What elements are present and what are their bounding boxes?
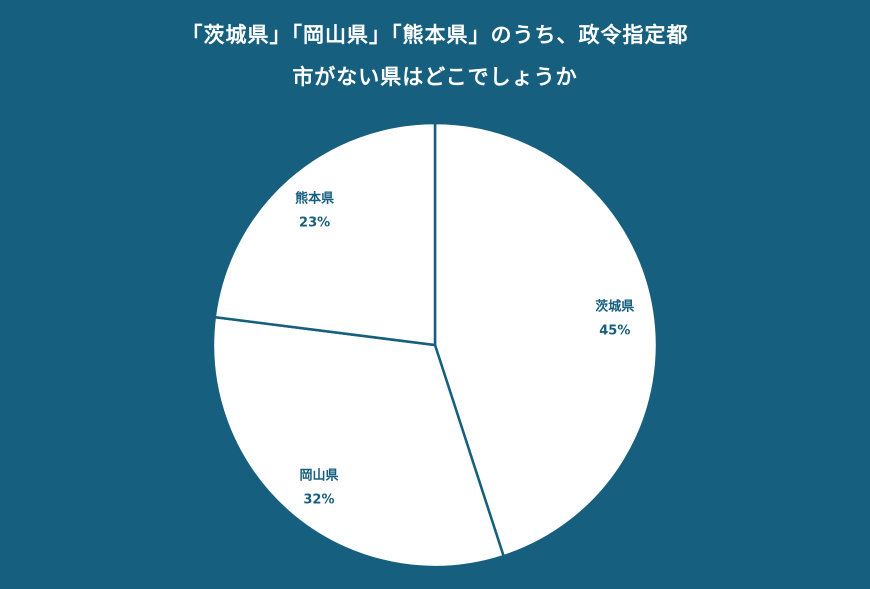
slice-value-label: 32% — [303, 492, 334, 507]
slice-label: 茨城県 — [595, 299, 634, 315]
pie-slice-1 — [433, 121, 659, 558]
slice-label: 熊本県 — [295, 190, 334, 206]
pie-slice-2 — [211, 315, 506, 569]
chart-title: 「茨城県」「岡山県」「熊本県」のうち、政令指定都 市がない県はどこでしょうか — [0, 14, 870, 98]
title-line-1: 「茨城県」「岡山県」「熊本県」のうち、政令指定都 — [181, 23, 689, 47]
title-line-2: 市がない県はどこでしょうか — [292, 65, 578, 89]
pie-slice-3 — [213, 121, 437, 347]
slice-label: 岡山県 — [299, 467, 338, 483]
slice-value-label: 23% — [299, 215, 330, 230]
slice-value-label: 45% — [599, 324, 630, 339]
